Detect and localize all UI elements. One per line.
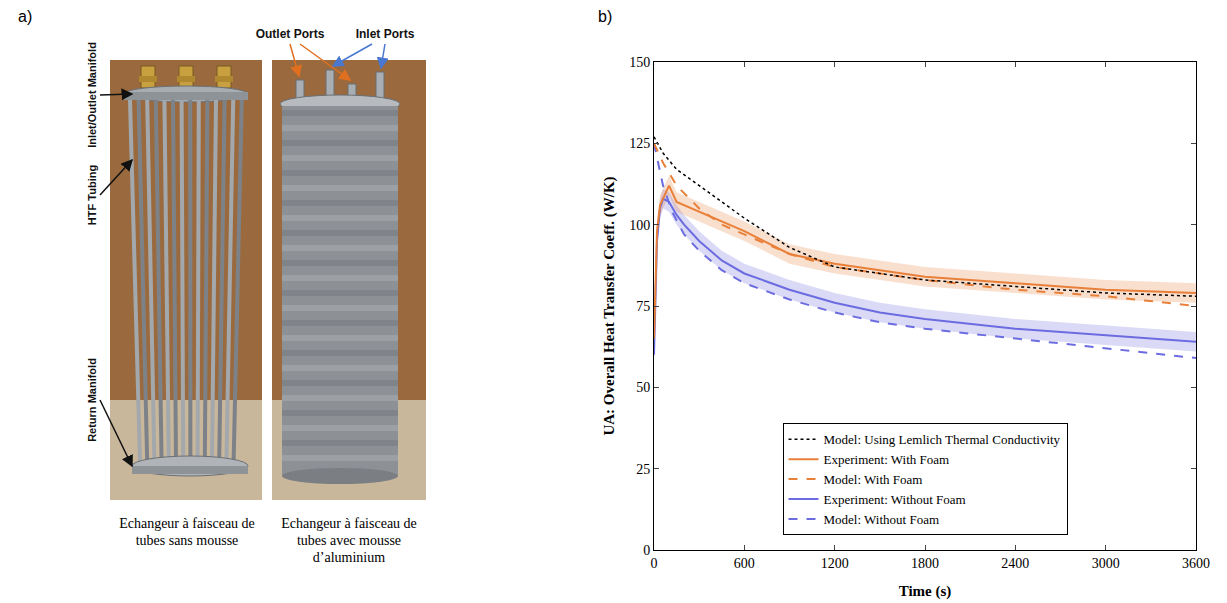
svg-text:2400: 2400 bbox=[1001, 556, 1029, 571]
svg-text:3600: 3600 bbox=[1182, 556, 1210, 571]
svg-text:UA: Overall Heat Transfer Coef: UA: Overall Heat Transfer Coeff. (W/K) bbox=[601, 176, 618, 435]
svg-text:Outlet Ports: Outlet Ports bbox=[256, 27, 325, 41]
svg-text:Model: Using Lemlich Thermal C: Model: Using Lemlich Thermal Conductivit… bbox=[824, 432, 1061, 447]
html-text:a): a) bbox=[18, 8, 33, 25]
html-text:Echangeur à faisceau de tubes: Echangeur à faisceau de tubes avec mouss… bbox=[281, 516, 417, 565]
svg-text:600: 600 bbox=[734, 556, 755, 571]
svg-text:0: 0 bbox=[643, 543, 650, 558]
svg-text:0: 0 bbox=[651, 556, 658, 571]
svg-text:3000: 3000 bbox=[1092, 556, 1120, 571]
svg-text:Model: Without Foam: Model: Without Foam bbox=[824, 512, 940, 527]
svg-text:Experiment: With Foam: Experiment: With Foam bbox=[824, 452, 950, 467]
svg-text:1800: 1800 bbox=[911, 556, 939, 571]
svg-text:25: 25 bbox=[636, 462, 650, 477]
svg-text:Inlet Ports: Inlet Ports bbox=[356, 27, 415, 41]
svg-text:Model: With Foam: Model: With Foam bbox=[824, 472, 923, 487]
svg-text:125: 125 bbox=[629, 136, 650, 151]
svg-text:150: 150 bbox=[629, 55, 650, 70]
html-text:Echangeur à faisceau de tubes: Echangeur à faisceau de tubes sans mouss… bbox=[119, 516, 255, 548]
html-text:b): b) bbox=[598, 8, 613, 25]
svg-text:Return Manifold: Return Manifold bbox=[86, 358, 98, 442]
svg-text:50: 50 bbox=[636, 380, 650, 395]
svg-text:Time (s): Time (s) bbox=[899, 583, 952, 600]
svg-text:1200: 1200 bbox=[821, 556, 849, 571]
svg-text:Inlet/Outlet Manifold: Inlet/Outlet Manifold bbox=[86, 42, 98, 148]
svg-text:HTF Tubing: HTF Tubing bbox=[86, 165, 98, 225]
svg-text:75: 75 bbox=[636, 299, 650, 314]
svg-text:Experiment: Without Foam: Experiment: Without Foam bbox=[824, 492, 966, 507]
svg-text:100: 100 bbox=[629, 218, 650, 233]
